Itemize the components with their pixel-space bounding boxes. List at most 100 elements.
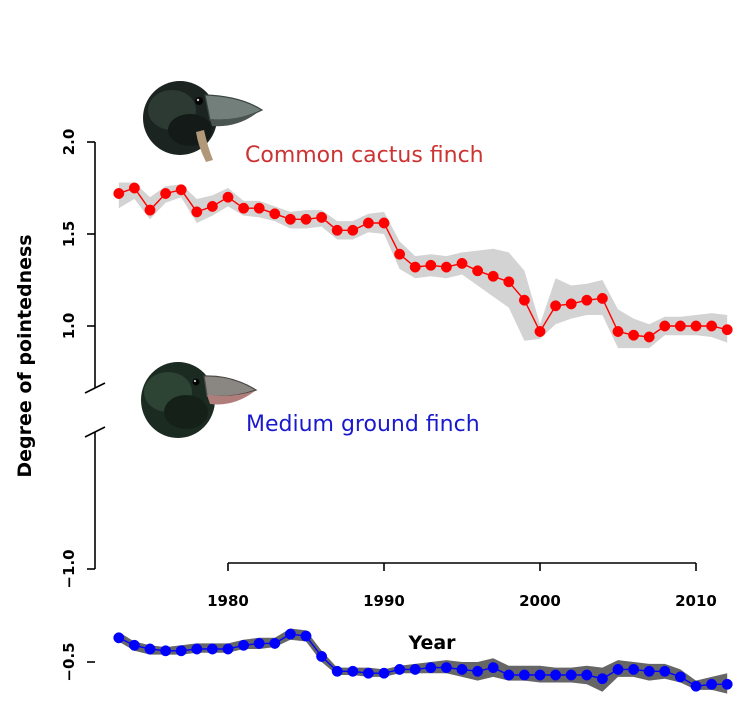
data-point	[518, 294, 530, 306]
data-point	[175, 184, 187, 196]
data-point	[347, 224, 359, 236]
data-point	[706, 678, 718, 690]
series-line-1	[118, 633, 728, 687]
data-point	[113, 632, 125, 644]
data-point	[316, 211, 328, 223]
axes: 1980 1990 2000 2010 1.0 1.5 2.0 −1.0 −0.5	[60, 129, 717, 682]
data-point	[362, 217, 374, 229]
data-point	[331, 665, 343, 677]
series-line-0	[118, 187, 728, 338]
x-ticks: 1980 1990 2000 2010	[207, 563, 717, 610]
data-point	[534, 669, 546, 681]
data-point	[690, 320, 702, 332]
data-point	[160, 188, 172, 199]
data-point	[643, 665, 655, 677]
data-point	[534, 326, 546, 337]
data-point	[440, 261, 452, 273]
y-tick-label: 1.0	[60, 313, 78, 340]
x-tick-label: 1990	[363, 592, 405, 610]
data-point	[643, 331, 655, 343]
data-point	[394, 248, 406, 260]
ground-finch-label: Medium ground finch	[246, 412, 480, 437]
data-point	[581, 294, 593, 306]
data-point	[721, 324, 733, 336]
data-point	[144, 204, 156, 216]
x-tick-label: 1980	[207, 592, 249, 610]
data-point	[160, 645, 172, 657]
y-tick-label: 1.5	[60, 221, 78, 248]
data-point	[238, 202, 250, 214]
data-point	[222, 191, 234, 203]
data-point	[316, 650, 328, 662]
y-axis-title: Degree of pointedness	[14, 234, 36, 477]
data-point	[659, 320, 671, 332]
y-ticks-lower: −1.0 −0.5	[60, 549, 95, 682]
data-point	[628, 329, 640, 341]
data-point	[269, 637, 281, 649]
data-point	[503, 276, 515, 288]
data-point	[690, 680, 702, 692]
data-point	[659, 665, 671, 677]
x-tick-label: 2000	[519, 592, 561, 610]
data-point	[284, 213, 296, 225]
data-point	[206, 200, 218, 212]
data-point	[269, 208, 281, 220]
axis-break-mark-upper	[84, 382, 106, 394]
data-point	[550, 300, 562, 312]
series-points	[113, 182, 733, 692]
data-point	[128, 639, 140, 651]
data-point	[596, 673, 608, 685]
data-point	[409, 261, 421, 273]
data-point	[674, 671, 686, 683]
cactus-finch-label: Common cactus finch	[245, 143, 484, 168]
series-lines	[118, 187, 728, 687]
data-point	[674, 320, 686, 332]
data-point	[347, 665, 359, 677]
data-point	[394, 663, 406, 675]
data-point	[721, 678, 733, 690]
data-point	[222, 643, 234, 655]
confidence-bands	[118, 182, 728, 694]
data-point	[128, 182, 140, 194]
data-point	[612, 663, 624, 675]
data-point	[206, 643, 218, 655]
axis-break-mark-lower	[84, 426, 106, 438]
data-point	[456, 663, 468, 675]
data-point	[300, 630, 312, 642]
data-point	[487, 662, 499, 674]
data-point	[113, 188, 125, 199]
data-point	[191, 206, 203, 218]
data-point	[565, 298, 577, 310]
data-point	[581, 669, 593, 681]
data-point	[706, 320, 718, 332]
data-point	[565, 669, 577, 681]
data-point	[550, 669, 562, 681]
x-axis-title: Year	[407, 632, 456, 654]
data-point	[284, 628, 296, 640]
y-tick-label: −0.5	[60, 642, 78, 681]
data-point	[472, 665, 484, 677]
ground-finch-head-icon	[141, 362, 258, 438]
y-ticks-upper: 1.0 1.5 2.0	[60, 129, 95, 340]
data-point	[628, 663, 640, 675]
cactus-finch-head-icon	[143, 81, 264, 162]
y-tick-label: 2.0	[60, 129, 78, 156]
data-point	[596, 292, 608, 304]
y-tick-label: −1.0	[60, 549, 78, 588]
data-point	[518, 669, 530, 681]
data-point	[191, 643, 203, 655]
data-point	[503, 669, 515, 681]
data-point	[238, 639, 250, 651]
data-point	[253, 202, 265, 214]
data-point	[253, 637, 265, 649]
data-point	[378, 667, 390, 679]
data-point	[144, 643, 156, 655]
data-point	[378, 217, 390, 229]
x-tick-label: 2010	[675, 592, 717, 610]
data-point	[409, 663, 421, 675]
data-point	[487, 270, 499, 282]
data-point	[425, 662, 437, 674]
data-point	[472, 265, 484, 277]
data-point	[425, 259, 437, 271]
